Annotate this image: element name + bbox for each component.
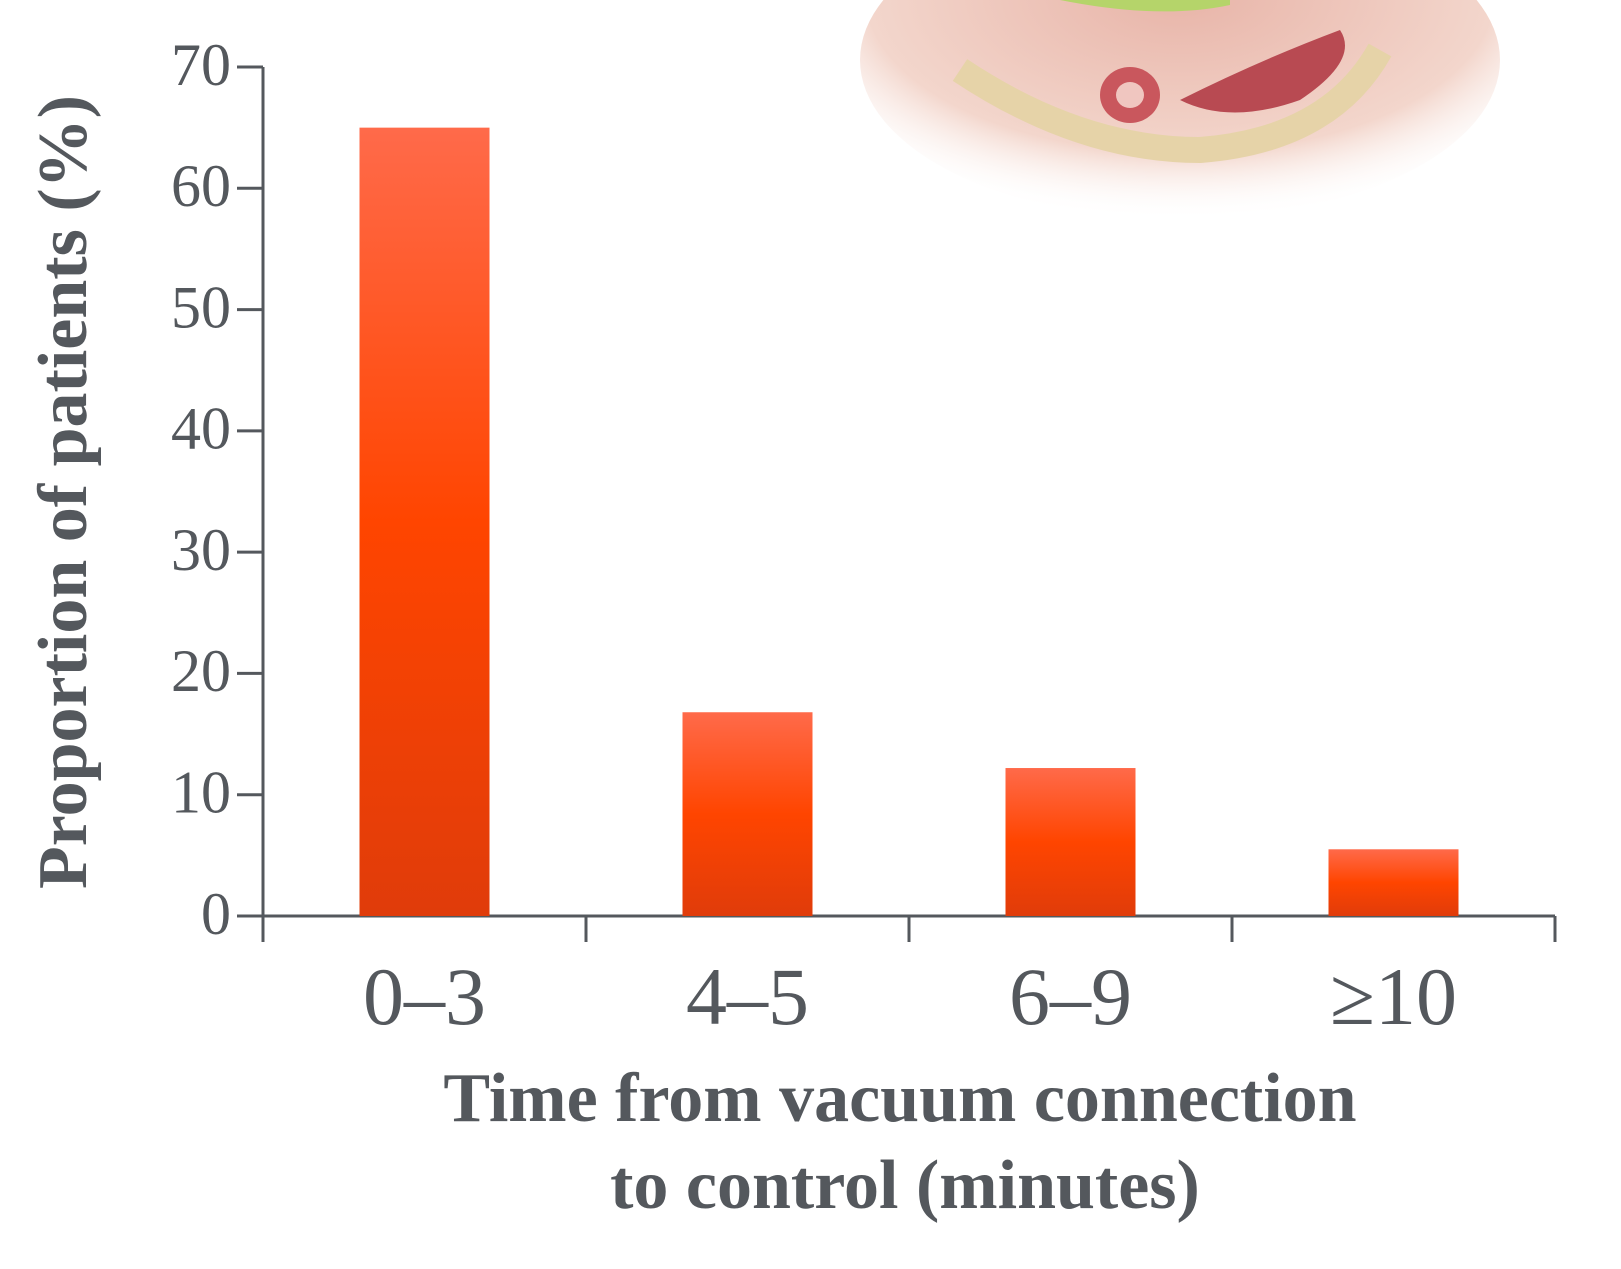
x-tick-label: ≥10 — [1330, 951, 1457, 1042]
y-tick-label: 30 — [171, 517, 231, 583]
chart: Proportion of patients (%) Time from vac… — [0, 0, 1621, 1269]
y-tick-label: 40 — [171, 396, 231, 462]
y-tick-label: 50 — [171, 274, 231, 340]
x-tick-label: 0–3 — [363, 951, 486, 1042]
y-tick-label: 10 — [171, 759, 231, 825]
x-tick-label: 4–5 — [686, 951, 809, 1042]
y-axis-label: Proportion of patients (%) — [25, 95, 102, 889]
x-axis-label: Time from vacuum connection — [443, 1060, 1356, 1137]
bar — [683, 712, 813, 916]
y-tick-label: 60 — [171, 153, 231, 219]
y-tick-label: 20 — [171, 638, 231, 704]
bar — [1006, 768, 1136, 916]
y-tick-label: 70 — [171, 32, 231, 98]
x-tick-label: 6–9 — [1009, 951, 1132, 1042]
bar — [1329, 849, 1459, 916]
x-axis-label: to control (minutes) — [610, 1147, 1200, 1224]
y-tick-label: 0 — [201, 881, 231, 947]
bar — [360, 128, 490, 916]
illustration — [860, 0, 1500, 220]
